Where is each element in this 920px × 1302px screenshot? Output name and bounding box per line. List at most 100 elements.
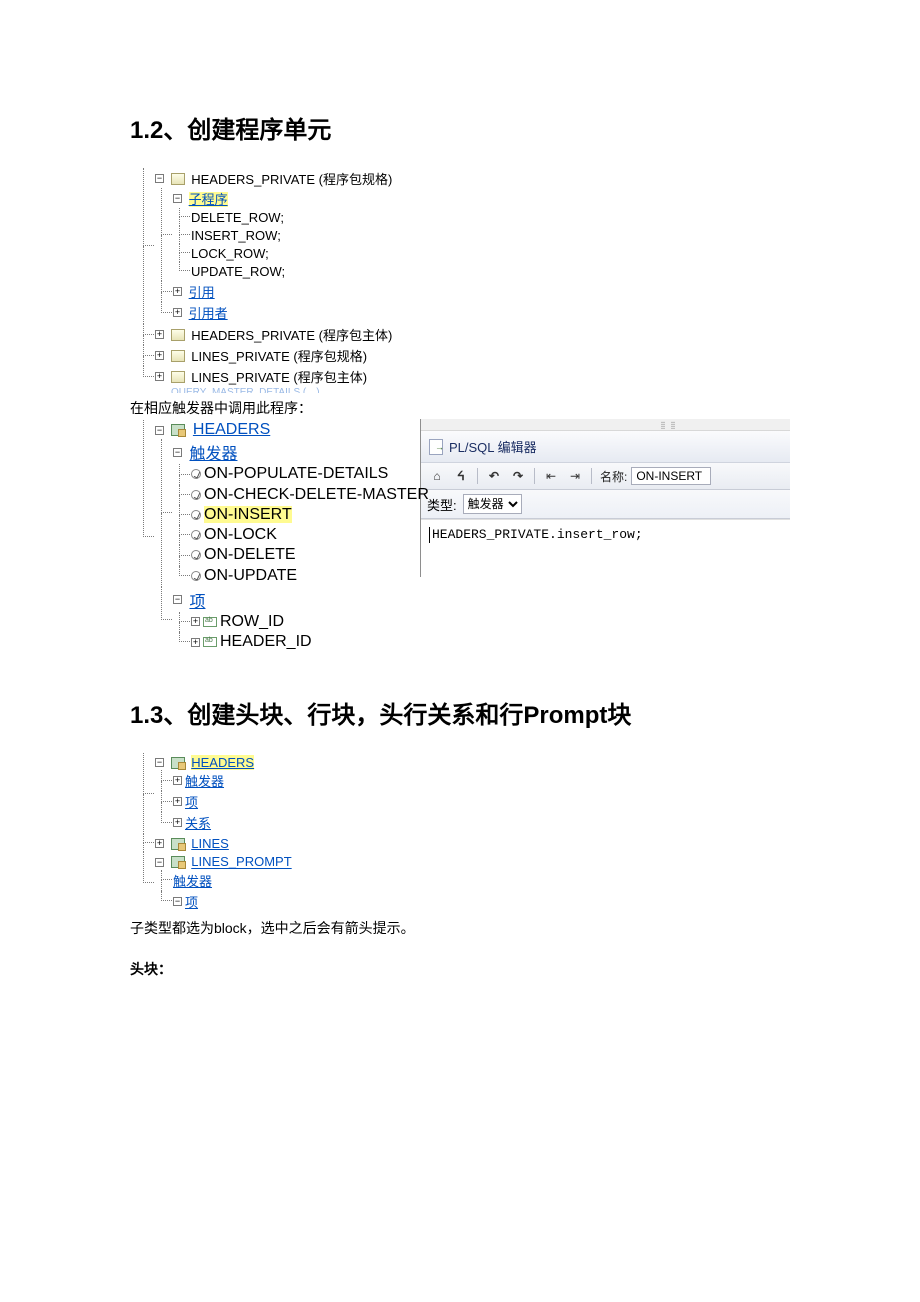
toggle-icon[interactable] <box>191 617 200 626</box>
tree-node[interactable]: LINES_PRIVATE (程序包规格) <box>155 345 449 366</box>
tree-node[interactable]: ROW_ID <box>191 612 409 632</box>
tree-node[interactable]: 项 ROW_ID HEADER_ID <box>173 587 409 653</box>
tree-node[interactable]: HEADERS 触发器 ON-POPULATE-DETAILS ON-CHECK… <box>155 420 409 654</box>
trigger-icon <box>191 510 201 520</box>
toggle-icon[interactable] <box>173 448 182 457</box>
tree-node[interactable]: 触发器 ON-POPULATE-DETAILS ON-CHECK-DELETE-… <box>173 439 409 586</box>
toolbar-separator <box>534 468 535 484</box>
bookmark-button[interactable]: ᔦ <box>451 467 471 485</box>
outdent-button[interactable]: ⇤ <box>541 467 561 485</box>
tree-node[interactable]: ON-POPULATE-DETAILS <box>191 464 409 484</box>
tree-label: HEADER_ID <box>220 633 312 650</box>
tree-label: LINES_PRIVATE (程序包主体) <box>191 370 367 385</box>
package-icon <box>171 350 185 362</box>
tree-node[interactable]: INSERT_ROW; <box>191 226 449 244</box>
toggle-icon[interactable] <box>155 372 164 381</box>
toggle-icon[interactable] <box>191 638 200 647</box>
tree-node[interactable]: LOCK_ROW; <box>191 244 449 262</box>
trigger-icon <box>191 550 201 560</box>
toggle-icon[interactable] <box>155 839 164 848</box>
tree-label: 触发器 <box>189 446 237 463</box>
toggle-icon[interactable] <box>173 595 182 604</box>
tree-label: 触发器 <box>185 774 224 789</box>
tree-node[interactable]: 子程序 DELETE_ROW; INSERT_ROW; LOCK_ROW; UP… <box>173 188 449 281</box>
tree-label: LINES <box>191 836 229 851</box>
compile-button[interactable]: ⌂ <box>427 467 447 485</box>
toggle-icon[interactable] <box>155 351 164 360</box>
package-icon <box>171 371 185 383</box>
panel-sash[interactable] <box>421 419 790 431</box>
tree-node[interactable]: ON-UPDATE <box>191 566 409 586</box>
tree-node[interactable]: ON-INSERT <box>191 505 409 525</box>
tree-label: 项 <box>185 895 198 910</box>
tree-node[interactable]: ON-DELETE <box>191 545 409 565</box>
blocks-tree: HEADERS 触发器 项 关系 LINES LINES_PROMPT 触发器 … <box>150 752 350 913</box>
toggle-icon[interactable] <box>173 818 182 827</box>
tree-label: DELETE_ROW; <box>191 210 284 225</box>
tree-label: 触发器 <box>173 874 212 889</box>
toggle-icon[interactable] <box>173 897 182 906</box>
tree-node[interactable]: ON-LOCK <box>191 525 409 545</box>
tree-node[interactable]: ON-CHECK-DELETE-MASTER <box>191 485 409 505</box>
body-text: 在相应触发器中调用此程序： <box>130 398 790 419</box>
tree-node[interactable]: 引用 <box>173 281 449 302</box>
tree-node[interactable]: HEADERS 触发器 项 关系 <box>155 753 349 834</box>
tree-node[interactable]: LINES_PROMPT 触发器 项 <box>155 852 349 912</box>
tree-node[interactable]: 触发器 <box>173 870 349 891</box>
item-icon <box>203 637 217 647</box>
tree-node[interactable]: HEADERS_PRIVATE (程序包规格) 子程序 DELETE_ROW; … <box>155 168 449 324</box>
tree-label: 引用者 <box>189 306 228 321</box>
tree-node[interactable]: 项 <box>173 891 349 912</box>
tree-node[interactable]: HEADER_ID <box>191 632 409 652</box>
toggle-icon[interactable] <box>155 174 164 183</box>
tree-label: ON-LOCK <box>204 526 277 543</box>
tree-label: LINES_PRIVATE (程序包规格) <box>191 349 367 364</box>
tree-node[interactable]: LINES_PRIVATE (程序包主体) <box>155 366 449 387</box>
tree-label: LOCK_ROW; <box>191 246 269 261</box>
program-unit-tree: HEADERS_PRIVATE (程序包规格) 子程序 DELETE_ROW; … <box>150 167 450 394</box>
cropped-tree-line: QUERY_MASTER_DETAILS (…) <box>151 387 449 393</box>
tree-node[interactable]: LINES <box>155 834 349 852</box>
tree-node[interactable]: HEADERS_PRIVATE (程序包主体) <box>155 324 449 345</box>
tree-label: ROW_ID <box>220 613 284 630</box>
plsql-toolbar: ⌂ ᔦ ↶ ↷ ⇤ ⇥ 名称: <box>421 463 790 490</box>
tree-label: 子程序 <box>189 192 228 207</box>
toggle-icon[interactable] <box>155 758 164 767</box>
tree-label: ON-DELETE <box>204 546 296 563</box>
plsql-typebar: 类型: 触发器 <box>421 490 790 519</box>
redo-button[interactable]: ↷ <box>508 467 528 485</box>
tree-label: ON-INSERT <box>204 506 292 523</box>
tree-node[interactable]: 关系 <box>173 812 349 833</box>
name-label: 名称: <box>600 468 627 485</box>
toggle-icon[interactable] <box>155 426 164 435</box>
tree-label: 项 <box>185 795 198 810</box>
type-select[interactable]: 触发器 <box>463 494 522 514</box>
block-icon <box>171 424 185 436</box>
plsql-title-text: PL/SQL 编辑器 <box>449 437 537 456</box>
tree-node[interactable]: 触发器 <box>173 770 349 791</box>
tree-label: HEADERS_PRIVATE (程序包规格) <box>191 172 392 187</box>
toggle-icon[interactable] <box>173 194 182 203</box>
name-input[interactable] <box>631 467 711 485</box>
tree-node[interactable]: 项 <box>173 791 349 812</box>
toggle-icon[interactable] <box>155 330 164 339</box>
section-heading-1-3: 1.3、创建头块、行块，头行关系和行Prompt块 <box>130 695 790 730</box>
tree-label: ON-UPDATE <box>204 567 297 584</box>
toggle-icon[interactable] <box>173 776 182 785</box>
toggle-icon[interactable] <box>173 797 182 806</box>
toggle-icon[interactable] <box>155 858 164 867</box>
toggle-icon[interactable] <box>173 308 182 317</box>
undo-button[interactable]: ↶ <box>484 467 504 485</box>
tree-label: HEADERS_PRIVATE (程序包主体) <box>191 328 392 343</box>
toolbar-separator <box>477 468 478 484</box>
package-icon <box>171 173 185 185</box>
toggle-icon[interactable] <box>173 287 182 296</box>
tree-node[interactable]: DELETE_ROW; <box>191 208 449 226</box>
tree-node[interactable]: UPDATE_ROW; <box>191 262 449 280</box>
body-text: 子类型都选为block，选中之后会有箭头提示。 <box>130 918 790 939</box>
toolbar-separator <box>591 468 592 484</box>
plsql-code-area[interactable]: HEADERS_PRIVATE.insert_row; <box>421 519 790 577</box>
tree-node[interactable]: 引用者 <box>173 302 449 323</box>
item-icon <box>203 617 217 627</box>
indent-button[interactable]: ⇥ <box>565 467 585 485</box>
